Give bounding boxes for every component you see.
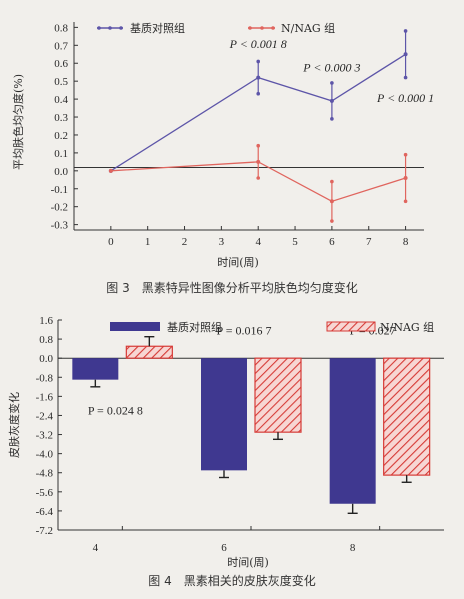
y-tick-label: 1.6 [39,315,53,327]
error-cap [256,59,261,64]
y-tick-label: -0.8 [36,372,54,384]
error-cap [330,179,334,184]
legend-bar-control-swatch [110,322,160,331]
y-tick-label: -4.0 [36,449,54,461]
line-chart: 0.80.70.60.50.40.30.20.10.0-0.1-0.2-0.3 … [11,21,434,295]
x-tick-label: 1 [145,236,151,248]
y-tick-label: 0.2 [54,130,68,142]
bar-nag [125,345,173,359]
data-point [329,98,334,103]
y-tick-label: 0.6 [54,58,68,70]
data-point [403,176,408,180]
y-tick-label: 0.8 [39,334,53,346]
x-tick-label: 5 [292,236,298,248]
series-line [110,161,406,203]
error-cap [403,152,408,157]
bar-chart-x-label: 时间(周) [227,556,269,569]
y-tick-label: -1.6 [36,391,54,403]
error-cap [330,81,334,85]
error-cap [256,91,261,96]
y-tick-label: 0.1 [54,148,68,160]
y-tick-label: -7.2 [36,525,53,537]
line-chart-series [108,29,408,223]
data-point [403,52,408,57]
y-tick-label: -3.2 [36,430,53,442]
bar-nag [254,357,302,433]
line-chart-x-label: 时间(周) [217,256,259,269]
x-tick-label: 3 [219,236,225,248]
y-tick-label: 0.8 [54,22,68,34]
data-point [329,199,334,204]
x-tick-label: 6 [221,542,227,554]
bar-nag [383,357,431,476]
bar-control [72,358,119,380]
y-tick-label: 0.7 [54,40,68,52]
data-point [256,159,261,164]
line-chart-y-ticks: 0.8 0.7 0.6 0.5 0.4 0.3 0.2 0.1 0.0 -0.1 -0.2 -0.3 [51,22,78,232]
error-cap [403,29,408,33]
error-cap [330,117,334,121]
y-tick-label: -2.4 [36,410,54,422]
legend-control-marker [108,26,112,30]
y-tick-label: -5.6 [36,487,54,499]
legend-nag-marker [271,26,275,30]
error-cap [256,176,261,180]
bar-chart-legend: 基质对照组 N/NAG 组 [110,320,434,334]
x-tick-label: 4 [93,542,99,554]
legend-bar-nag-swatch [326,321,376,332]
legend-control-marker [97,26,101,30]
error-cap [403,75,408,80]
series-line [110,53,406,172]
y-tick-label: -6.4 [36,506,54,518]
line-chart-annotations: P < 0.001 8 P < 0.000 3 P < 0.000 1 [229,37,435,105]
error-cap [256,143,261,148]
p-value-label: P < 0.001 8 [229,37,287,51]
y-tick-label: -0.3 [51,220,69,232]
line-chart-x-ticks: 0 1 2 3 4 5 6 7 8 [108,226,409,248]
legend-bar-nag-label: N/NAG 组 [380,320,434,334]
line-chart-legend: 基质对照组 N/NAG 组 [97,21,335,35]
legend-control-marker [119,26,123,30]
x-tick-label: 2 [182,236,188,248]
y-tick-label: -4.8 [36,468,54,480]
p-value-label: P = 0.016 7 [217,323,272,337]
data-point [256,75,261,80]
legend-nag-marker [248,26,252,30]
figure-4-caption: 图 4 黑素相关的皮肤灰度变化 [148,573,315,588]
bar-control [201,358,247,471]
x-tick-label: 0 [108,236,114,248]
p-value-label: P = 0.024 8 [88,403,143,417]
x-tick-label: 4 [255,236,261,248]
bar-chart-y-ticks: 1.6 0.8 0.0 -0.8 -1.6 -2.4 -3.2 -4.0 -4.8 -5.6 -6.… [36,315,62,537]
bar-chart-y-label: 皮肤灰度变化 [7,392,21,458]
legend-control-label: 基质对照组 [130,21,185,35]
legend-bar-control-label: 基质对照组 [167,320,222,334]
error-cap [403,199,408,204]
x-tick-label: 8 [403,236,409,248]
bar-chart: 1.6 0.8 0.0 -0.8 -1.6 -2.4 -3.2 -4.0 -4.8 -5.6 -6.… [7,315,444,588]
y-tick-label: -0.2 [51,202,68,214]
x-tick-label: 6 [329,236,335,248]
bar-chart-x-ticks: 4 6 8 [93,526,381,554]
x-tick-label: 7 [366,236,372,248]
line-chart-axes [73,22,424,231]
y-tick-label: 0.5 [54,76,68,88]
x-tick-label: 8 [350,542,356,554]
line-chart-y-label: 平均肤色均匀度(%) [11,74,25,170]
y-tick-label: 0.3 [54,112,68,124]
bar-chart-bars [72,336,431,514]
error-cap [330,219,334,223]
legend-nag-label: N/NAG 组 [281,21,335,35]
legend-nag-marker [260,26,264,30]
bar-control [329,358,376,504]
y-tick-label: 0.4 [54,94,68,106]
figure-3-caption: 图 3 黑素特异性图像分析平均肤色均匀度变化 [106,280,357,295]
p-value-label: P < 0.000 3 [302,60,360,74]
y-tick-label: 0.0 [39,353,53,365]
data-point [108,168,113,173]
y-tick-label: -0.1 [51,184,68,196]
y-tick-label: 0.0 [54,166,68,178]
p-value-label: P < 0.000 1 [376,91,434,105]
